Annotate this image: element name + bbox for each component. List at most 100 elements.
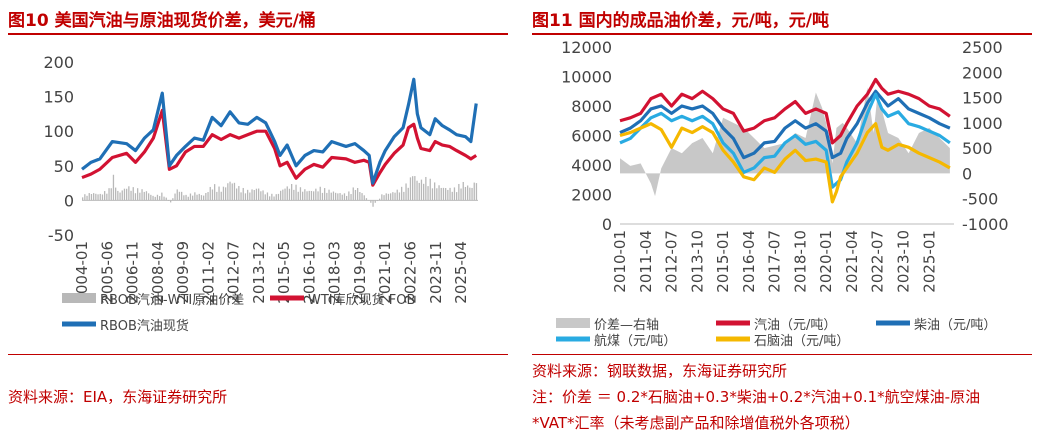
bar-spread <box>352 187 354 201</box>
bar-spread <box>442 187 445 201</box>
x-tick-label: 2004-01 <box>73 241 91 304</box>
bar-spread <box>392 192 394 201</box>
y-tick-label: 50 <box>54 157 74 176</box>
bar-spread <box>346 195 348 201</box>
bar-spread <box>445 188 447 201</box>
bar-spread <box>106 193 108 201</box>
bar-spread <box>427 186 429 201</box>
right-title-rule <box>532 33 1032 35</box>
bar-spread <box>436 188 438 201</box>
bar-spread <box>385 193 387 201</box>
bar-spread <box>293 189 295 201</box>
bar-spread <box>317 191 319 201</box>
bar-spread <box>365 198 368 201</box>
bar-spread <box>431 188 434 201</box>
right-note-line2: *VAT*汇率（未考虑副产品和除增值税外各项税） <box>532 414 860 432</box>
bar-spread <box>302 191 304 201</box>
bar-spread <box>128 186 130 201</box>
right-chart: 0 2000 4000 6000 8000 10000 12000 -1000 -500 0 500… <box>556 38 1009 349</box>
bar-spread <box>115 187 117 201</box>
right-source: 资料来源：钢联数据，东海证券研究所 <box>532 362 788 380</box>
bar-spread <box>189 193 192 201</box>
line-1 <box>81 108 478 187</box>
bar-spread <box>447 189 449 201</box>
bar-spread <box>196 194 198 201</box>
bar-spread <box>121 190 123 201</box>
bar-spread <box>310 190 313 201</box>
bar-spread <box>359 192 361 201</box>
bar-spread <box>205 193 207 201</box>
bar-spread <box>354 189 357 201</box>
bar-spread <box>288 188 291 201</box>
bar-spread <box>418 182 420 201</box>
bar-spread <box>233 182 236 201</box>
bar-spread <box>244 193 247 201</box>
bar-spread <box>412 176 414 201</box>
x-tick-label: 2009-09 <box>174 241 192 304</box>
legend-label-2: RBOB汽油现货 <box>100 318 189 334</box>
bar-spread <box>420 179 423 201</box>
x-tick-label: 2017-07 <box>766 230 784 293</box>
x-tick-label: 2012-07 <box>663 230 681 293</box>
bar-spread <box>130 190 132 201</box>
bar-spread <box>295 184 297 201</box>
bar-spread <box>262 190 264 201</box>
bar-spread <box>220 191 222 201</box>
bar-spread <box>462 181 464 201</box>
bar-spread <box>275 194 277 201</box>
y2-tick-label: 2000 <box>962 63 1003 82</box>
bar-spread <box>152 195 154 201</box>
x-tick-label: 2022-07 <box>869 230 887 293</box>
y-tick-label: 4000 <box>571 156 612 175</box>
bar-spread <box>306 191 308 201</box>
y2-tick-label: 500 <box>962 139 993 158</box>
x-tick-label: 2010-01 <box>611 230 629 293</box>
x-tick-label: 2025-04 <box>452 241 470 304</box>
bar-spread <box>469 187 471 201</box>
bar-spread <box>280 190 282 201</box>
line-2 <box>81 77 478 185</box>
bar-spread <box>453 187 456 201</box>
y2-tick-label: 2500 <box>962 38 1003 57</box>
bar-spread <box>112 174 115 201</box>
bar-spread <box>475 183 478 201</box>
y-tick-label: 150 <box>43 88 74 107</box>
bar-spread <box>84 194 86 201</box>
bar-spread <box>255 188 258 201</box>
bar-spread <box>396 189 398 201</box>
x-tick-label: 2015-05 <box>275 241 293 304</box>
bar-spread <box>207 192 209 201</box>
bar-spread <box>343 193 346 201</box>
bar-spread <box>407 187 409 201</box>
legend-swatch-0 <box>62 293 96 303</box>
bar-spread <box>238 186 240 201</box>
bar-spread <box>341 194 343 201</box>
bar-spread <box>308 190 310 201</box>
x-tick-label: 2022-06 <box>402 241 420 304</box>
bar-spread <box>361 193 363 201</box>
bar-spread <box>458 183 460 201</box>
y-tick-label: 100 <box>43 122 74 141</box>
y-tick-label: 200 <box>43 53 74 72</box>
x-tick-label: 2011-04 <box>637 230 655 293</box>
y-tick-label: 10000 <box>561 68 612 87</box>
bar-spread <box>376 200 379 202</box>
left-bottom-rule <box>8 354 508 355</box>
bar-spread <box>145 191 148 201</box>
bar-spread <box>104 191 106 201</box>
x-tick-label: 2019-08 <box>351 241 369 304</box>
bar-spread <box>284 188 286 201</box>
bar-spread <box>203 195 205 201</box>
bar-spread <box>167 200 170 201</box>
y-tick-label: 6000 <box>571 127 612 146</box>
bar-spread <box>357 187 359 201</box>
x-tick-label: 2011-02 <box>199 241 217 304</box>
bar-spread <box>249 192 251 201</box>
bar-spread <box>161 192 163 201</box>
line-2 <box>619 89 951 160</box>
bar-spread <box>370 200 372 203</box>
bar-spread <box>372 200 374 207</box>
x-tick-label: 2015-01 <box>714 230 732 293</box>
bar-spread <box>247 189 249 201</box>
bar-spread <box>335 192 337 201</box>
